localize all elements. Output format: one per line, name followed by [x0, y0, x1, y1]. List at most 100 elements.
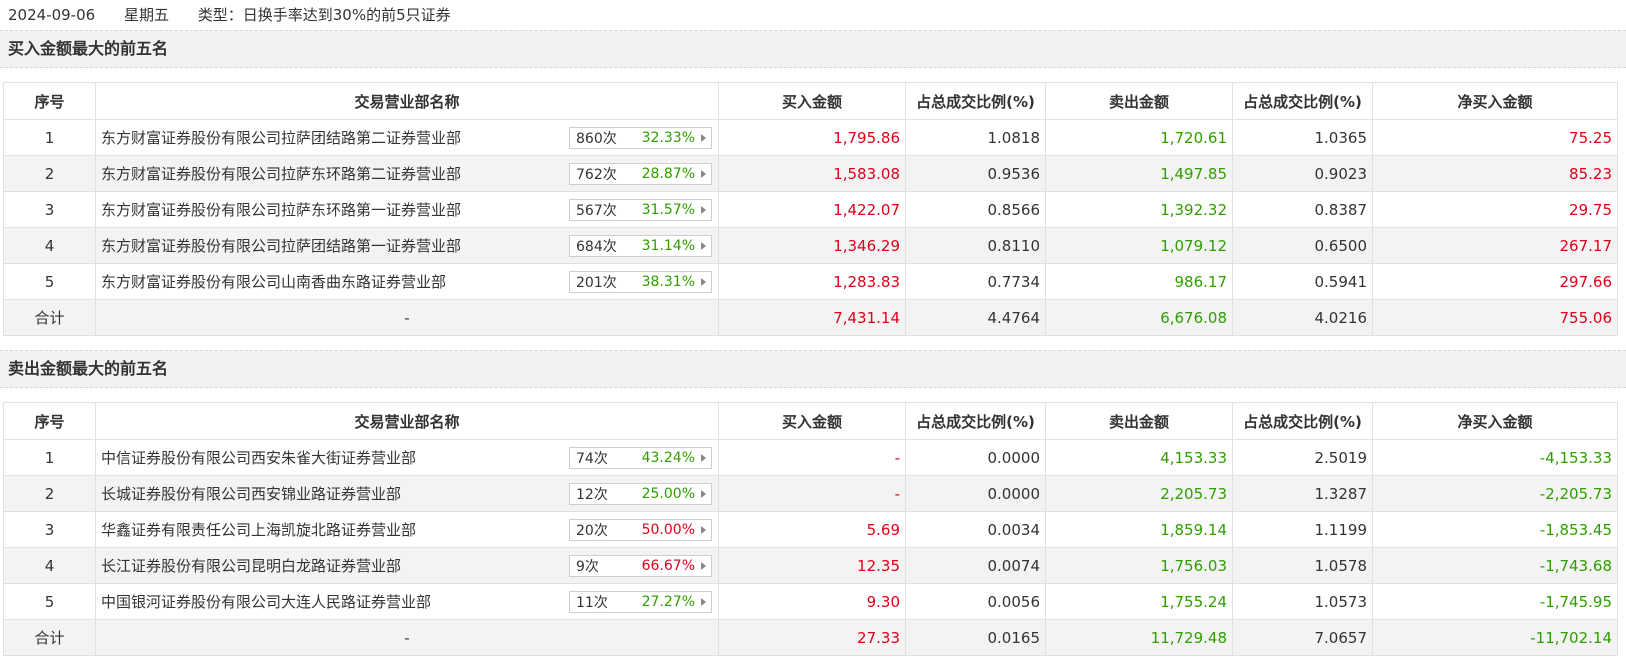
sell-ratio: 1.0365	[1232, 119, 1373, 156]
table-row: 2 长城证券股份有限公司西安锦业路证券营业部 12次 25.00% -0.0000 2,2…	[3, 475, 1618, 512]
sell-ratio: 0.6500	[1232, 227, 1373, 264]
dept-wrap: 东方财富证券股份有限公司拉萨东环路第一证券营业部 567次 31.57%	[101, 198, 713, 221]
table-row: 5 中国银河证券股份有限公司大连人民路证券营业部 11次 27.27% 9.30 0.00…	[3, 583, 1618, 620]
buy-ratio: 1.0818	[905, 119, 1046, 156]
total-sell-ratio: 4.0216	[1232, 299, 1373, 336]
caret-right-icon	[701, 597, 706, 606]
sell-amount: 986.17	[1045, 263, 1233, 300]
dept-stats-badge[interactable]: 20次 50.00%	[569, 518, 712, 541]
dept-name-link[interactable]: 中国银河证券股份有限公司大连人民路证券营业部	[101, 593, 432, 611]
caret-right-icon	[701, 453, 706, 462]
sell-amount: 1,859.14	[1045, 511, 1233, 548]
total-label: 合计	[3, 619, 96, 656]
total-net-amount: -11,702.14	[1372, 619, 1618, 656]
dept-cell: 东方财富证券股份有限公司拉萨团结路第二证券营业部 860次 32.33%	[95, 119, 719, 156]
dept-wrap: 东方财富证券股份有限公司山南香曲东路证券营业部 201次 38.31%	[101, 270, 713, 293]
trade-date: 2024-09-06	[8, 6, 96, 24]
caret-right-icon	[701, 561, 706, 570]
dept-stats-badge[interactable]: 74次 43.24%	[569, 446, 712, 469]
listing-count: 20次	[576, 522, 608, 539]
net-amount: -4,153.33	[1372, 439, 1618, 476]
buy-amount: 1,346.29	[718, 227, 906, 264]
row-index: 4	[3, 227, 96, 264]
dept-wrap: 中信证券股份有限公司西安朱雀大街证券营业部 74次 43.24%	[101, 446, 713, 469]
sell-ratio: 1.0573	[1232, 583, 1373, 620]
dept-name-link[interactable]: 长城证券股份有限公司西安锦业路证券营业部	[101, 485, 402, 503]
dept-name-link[interactable]: 东方财富证券股份有限公司山南香曲东路证券营业部	[101, 273, 447, 291]
list-type: 类型：日换手率达到30%的前5只证券	[197, 6, 451, 24]
dept-name-link[interactable]: 华鑫证券有限责任公司上海凯旋北路证券营业部	[101, 521, 417, 539]
top-info-bar: 2024-09-06 星期五 类型：日换手率达到30%的前5只证券	[0, 0, 1626, 30]
caret-right-icon	[701, 169, 706, 178]
dept-name-link[interactable]: 东方财富证券股份有限公司拉萨东环路第二证券营业部	[101, 165, 462, 183]
dept-stats-badge[interactable]: 567次 31.57%	[569, 198, 712, 221]
dept-name-link[interactable]: 东方财富证券股份有限公司拉萨团结路第一证券营业部	[101, 237, 462, 255]
win-rate: 43.24%	[641, 449, 695, 466]
buy-ratio: 0.9536	[905, 155, 1046, 192]
buy-ratio: 0.0000	[905, 439, 1046, 476]
caret-right-icon	[701, 241, 706, 250]
sell-amount: 4,153.33	[1045, 439, 1233, 476]
dept-stats-badge[interactable]: 201次 38.31%	[569, 270, 712, 293]
row-index: 2	[3, 475, 96, 512]
col-sell-header: 卖出金额	[1045, 82, 1233, 120]
dept-stats-badge[interactable]: 11次 27.27%	[569, 590, 712, 613]
dept-cell: 东方财富证券股份有限公司拉萨东环路第二证券营业部 762次 28.87%	[95, 155, 719, 192]
buy-amount: 1,283.83	[718, 263, 906, 300]
trade-weekday: 星期五	[123, 6, 169, 24]
total-sell-amount: 6,676.08	[1045, 299, 1233, 336]
table-row: 3 东方财富证券股份有限公司拉萨东环路第一证券营业部 567次 31.57% 1,422…	[3, 191, 1618, 228]
table-header-row: 序号 交易营业部名称 买入金额 占总成交比例(%) 卖出金额 占总成交比例(%)…	[3, 82, 1618, 120]
dept-name-link[interactable]: 东方财富证券股份有限公司拉萨团结路第二证券营业部	[101, 129, 462, 147]
row-index: 3	[3, 191, 96, 228]
win-rate: 32.33%	[641, 129, 695, 146]
row-index: 1	[3, 119, 96, 156]
listing-count: 74次	[576, 450, 608, 467]
col-dept-header: 交易营业部名称	[95, 402, 719, 440]
dept-stats-badge[interactable]: 762次 28.87%	[569, 162, 712, 185]
dept-wrap: 东方财富证券股份有限公司拉萨团结路第二证券营业部 860次 32.33%	[101, 126, 713, 149]
total-buy-ratio: 0.0165	[905, 619, 1046, 656]
sell-amount: 1,392.32	[1045, 191, 1233, 228]
table-row: 2 东方财富证券股份有限公司拉萨东环路第二证券营业部 762次 28.87% 1,583…	[3, 155, 1618, 192]
buy-top5-table: 序号 交易营业部名称 买入金额 占总成交比例(%) 卖出金额 占总成交比例(%)…	[3, 82, 1618, 336]
dept-cell: 东方财富证券股份有限公司拉萨东环路第一证券营业部 567次 31.57%	[95, 191, 719, 228]
dept-stats-badge[interactable]: 860次 32.33%	[569, 126, 712, 149]
buy-ratio: 0.8566	[905, 191, 1046, 228]
sell-ratio: 1.1199	[1232, 511, 1373, 548]
net-amount: 29.75	[1372, 191, 1618, 228]
dept-stats-badge[interactable]: 9次 66.67%	[569, 554, 712, 577]
row-index: 2	[3, 155, 96, 192]
sell-amount: 1,755.24	[1045, 583, 1233, 620]
dept-stats-badge[interactable]: 684次 31.14%	[569, 234, 712, 257]
table-row: 1 东方财富证券股份有限公司拉萨团结路第二证券营业部 860次 32.33% 1,795…	[3, 119, 1618, 156]
dept-name-link[interactable]: 长江证券股份有限公司昆明白龙路证券营业部	[101, 557, 402, 575]
col-index-header: 序号	[3, 82, 96, 120]
total-dept-placeholder: -	[95, 299, 719, 336]
total-sell-amount: 11,729.48	[1045, 619, 1233, 656]
sell-amount: 1,756.03	[1045, 547, 1233, 584]
col-buy-header: 买入金额	[718, 402, 906, 440]
win-rate: 27.27%	[641, 593, 695, 610]
caret-right-icon	[701, 489, 706, 498]
buy-amount: 12.35	[718, 547, 906, 584]
table-row: 3 华鑫证券有限责任公司上海凯旋北路证券营业部 20次 50.00% 5.69 0.003…	[3, 511, 1618, 548]
listing-count: 11次	[576, 594, 608, 611]
sell-amount: 1,497.85	[1045, 155, 1233, 192]
row-index: 3	[3, 511, 96, 548]
row-index: 4	[3, 547, 96, 584]
dept-name-link[interactable]: 东方财富证券股份有限公司拉萨东环路第一证券营业部	[101, 201, 462, 219]
dept-stats-badge[interactable]: 12次 25.00%	[569, 482, 712, 505]
dept-wrap: 东方财富证券股份有限公司拉萨团结路第一证券营业部 684次 31.14%	[101, 234, 713, 257]
total-label: 合计	[3, 299, 96, 336]
caret-right-icon	[701, 133, 706, 142]
dept-name-link[interactable]: 中信证券股份有限公司西安朱雀大街证券营业部	[101, 449, 417, 467]
dept-wrap: 长江证券股份有限公司昆明白龙路证券营业部 9次 66.67%	[101, 554, 713, 577]
total-sell-ratio: 7.0657	[1232, 619, 1373, 656]
buy-amount: 1,583.08	[718, 155, 906, 192]
buy-amount: -	[718, 439, 906, 476]
sell-ratio: 0.8387	[1232, 191, 1373, 228]
net-amount: -2,205.73	[1372, 475, 1618, 512]
sell-amount: 2,205.73	[1045, 475, 1233, 512]
net-amount: 267.17	[1372, 227, 1618, 264]
